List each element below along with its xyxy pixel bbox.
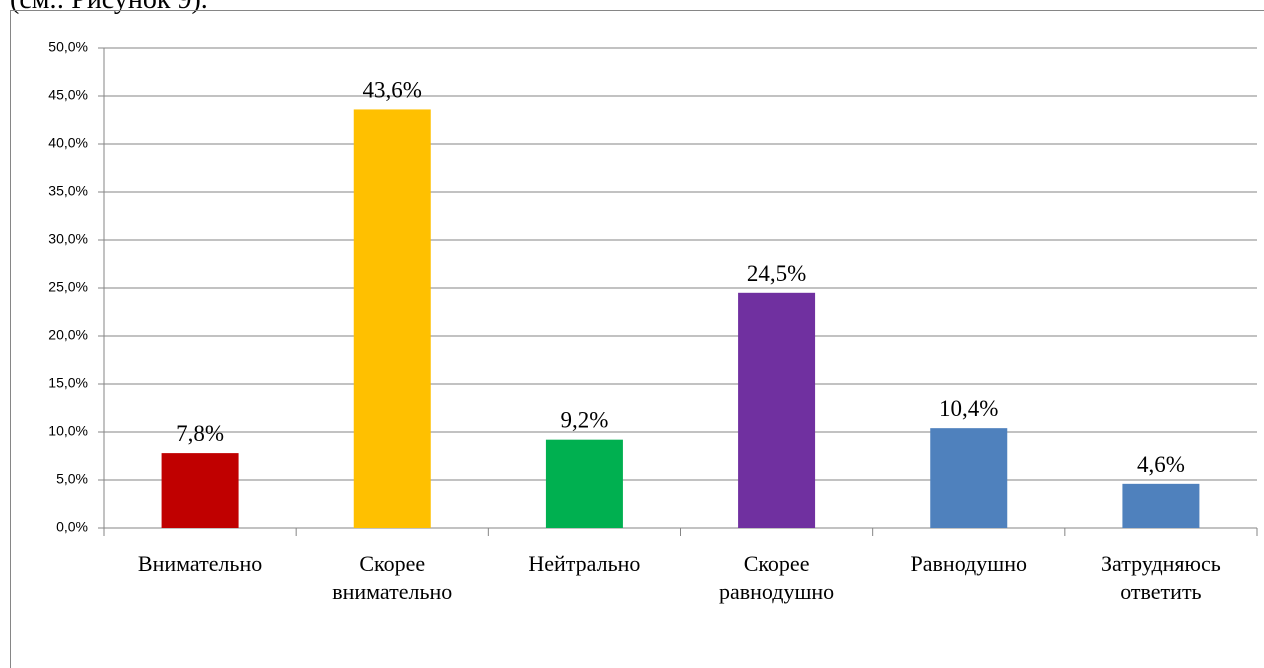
y-tick-label: 25,0% [48, 279, 88, 295]
x-tick-label: Скорее внимательно [332, 551, 453, 604]
data-label: 43,6% [363, 77, 422, 102]
data-label: 10,4% [939, 396, 998, 421]
y-tick-label: 20,0% [48, 327, 88, 343]
x-tick-label: Внимательно [137, 551, 263, 576]
bar [353, 109, 431, 528]
x-tick-label: Равнодушно [910, 551, 1027, 576]
data-label: 7,8% [176, 421, 224, 446]
bar [1122, 483, 1200, 528]
x-tick-label: Нейтрально [528, 551, 641, 576]
y-tick-label: 15,0% [48, 375, 88, 391]
page-caption: (см.: Рисунок 9). [10, 0, 208, 16]
y-tick-label: 40,0% [48, 135, 88, 151]
y-tick-label: 10,0% [48, 423, 88, 439]
y-tick-label: 50,0% [48, 39, 88, 55]
chart-frame [10, 10, 1264, 668]
y-tick-label: 35,0% [48, 183, 88, 199]
data-label: 24,5% [747, 261, 806, 286]
x-tick-label: Скорее равнодушно [718, 551, 835, 604]
y-tick-label: 45,0% [48, 87, 88, 103]
bar [545, 439, 623, 528]
bar [738, 292, 816, 528]
data-label: 4,6% [1137, 452, 1185, 477]
y-tick-label: 0,0% [56, 519, 88, 535]
bar [161, 453, 239, 528]
y-tick-label: 30,0% [48, 231, 88, 247]
bar [930, 428, 1008, 528]
x-tick-label: Затрудняюсь ответить [1101, 551, 1221, 604]
y-tick-label: 5,0% [56, 471, 88, 487]
data-label: 9,2% [560, 408, 608, 433]
